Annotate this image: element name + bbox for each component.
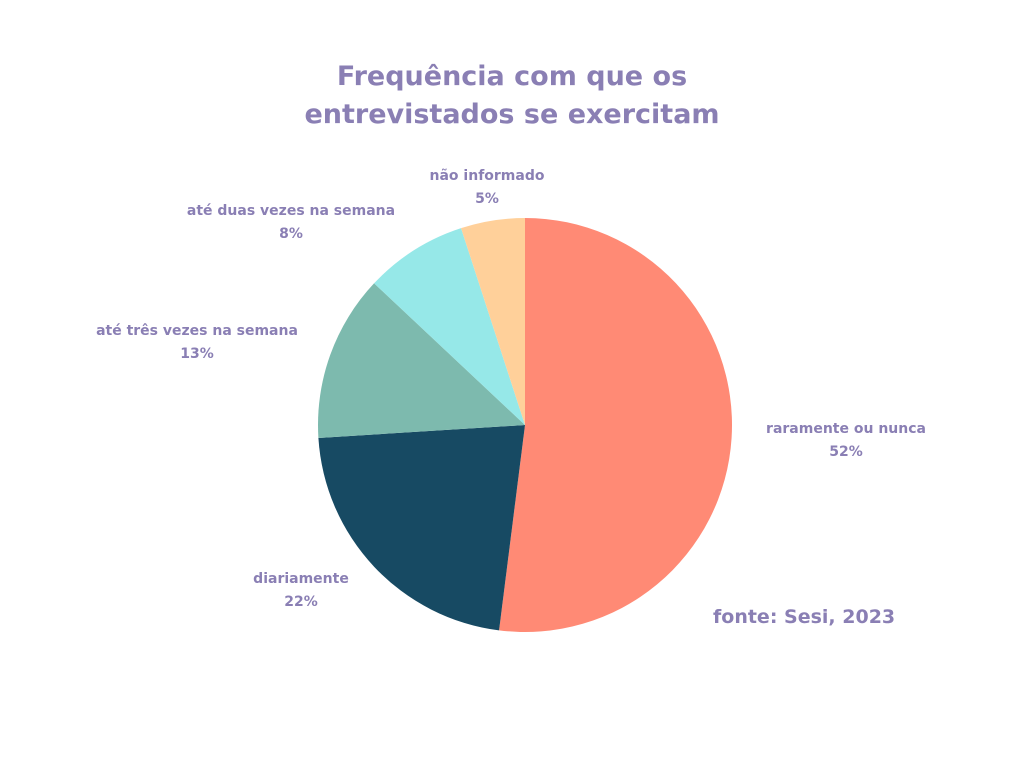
pie-slice-3: [374, 228, 525, 425]
slice-label-2: até três vezes na semana 13%: [96, 320, 298, 366]
slice-category: diariamente: [253, 571, 349, 587]
slice-label-1: diariamente 22%: [253, 568, 349, 614]
slice-value: 5%: [475, 191, 499, 207]
pie-slice-1: [318, 425, 525, 631]
slice-value: 8%: [279, 226, 303, 242]
slice-category: não informado: [429, 168, 545, 184]
chart-title-line-1: Frequência com que os: [336, 61, 688, 92]
slice-label-3: até duas vezes na semana 8%: [187, 200, 395, 246]
source-note: fonte: Sesi, 2023: [713, 606, 896, 628]
slice-label-0: raramente ou nunca 52%: [766, 418, 926, 464]
slice-label-4: não informado 5%: [430, 165, 545, 211]
chart-title: Frequência com que os entrevistados se e…: [0, 58, 1024, 134]
pie-slice-2: [318, 283, 525, 438]
pie-slice-4: [461, 218, 525, 425]
slice-value: 22%: [284, 594, 318, 610]
slice-value: 52%: [829, 444, 863, 460]
slice-category: até três vezes na semana: [96, 323, 298, 339]
chart-title-line-2: entrevistados se exercitam: [304, 99, 720, 130]
slice-value: 13%: [180, 346, 214, 362]
slice-category: raramente ou nunca: [766, 421, 926, 437]
slice-category: até duas vezes na semana: [186, 203, 396, 219]
pie-slice-0: [499, 218, 732, 632]
